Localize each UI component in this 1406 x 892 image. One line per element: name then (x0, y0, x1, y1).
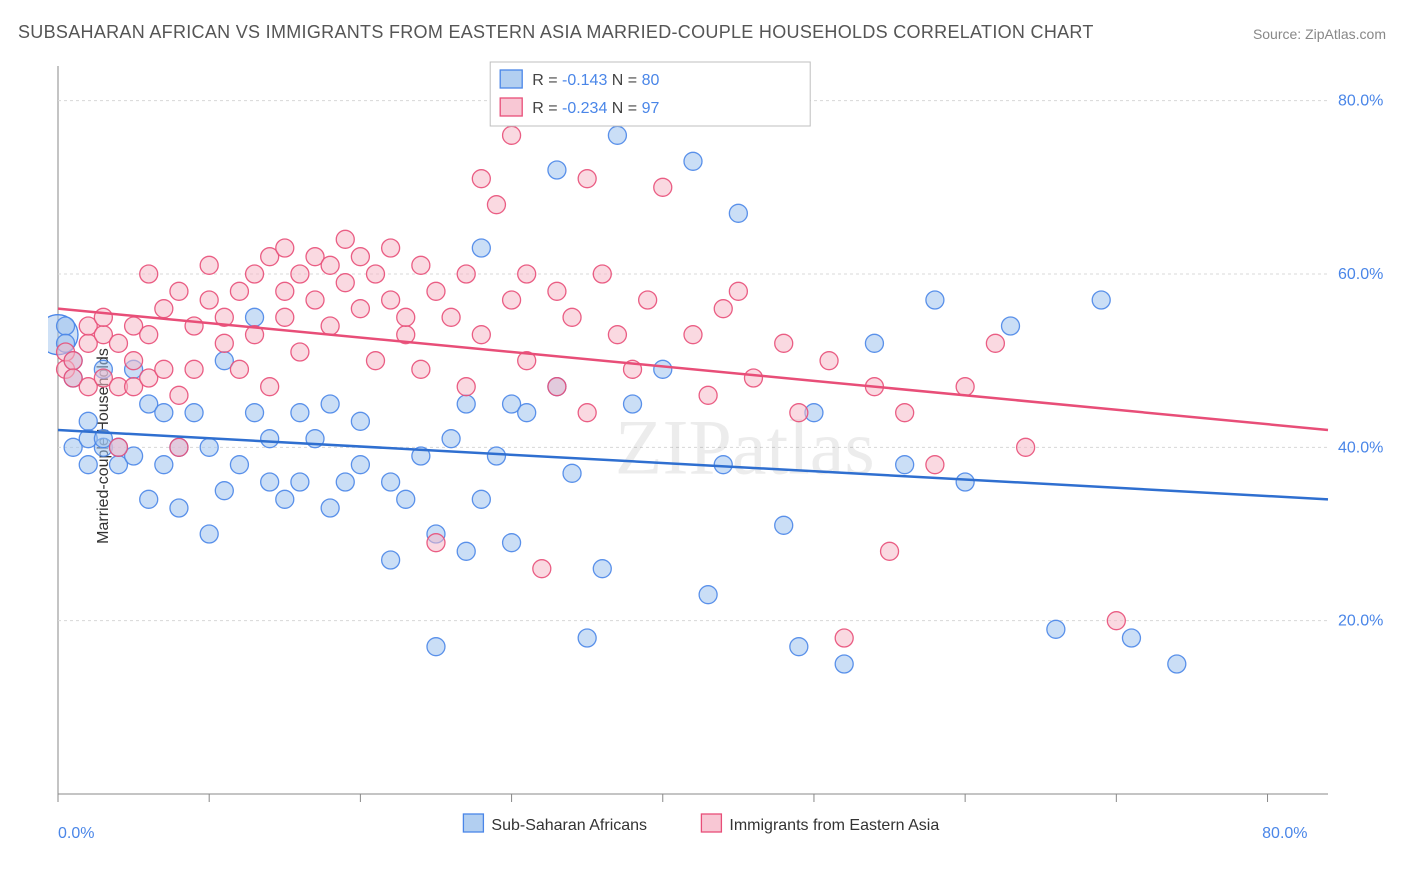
scatter-chart-svg: 20.0% 40.0% 60.0% 80.0% 0.0% 80.0% ZIPatlas R =… (48, 56, 1388, 844)
svg-text:R = -0.234 N = 97: R = -0.234 N = 97 (532, 100, 659, 117)
svg-text:20.0%: 20.0% (1338, 613, 1383, 630)
chart-title: SUBSAHARAN AFRICAN VS IMMIGRANTS FROM EA… (18, 22, 1094, 43)
svg-text:0.0%: 0.0% (58, 825, 94, 842)
series-pink (57, 126, 1126, 647)
svg-text:R = -0.143 N = 80: R = -0.143 N = 80 (532, 72, 659, 89)
chart-area: 20.0% 40.0% 60.0% 80.0% 0.0% 80.0% ZIPatlas R =… (48, 56, 1388, 844)
svg-text:80.0%: 80.0% (1262, 825, 1307, 842)
svg-text:ZIPatlas: ZIPatlas (615, 404, 875, 491)
svg-text:Sub-Saharan Africans: Sub-Saharan Africans (491, 817, 647, 834)
source-label: Source: (1253, 26, 1305, 42)
svg-text:Immigrants from Eastern Asia: Immigrants from Eastern Asia (729, 817, 939, 834)
source-link[interactable]: ZipAtlas.com (1305, 26, 1386, 42)
svg-text:80.0%: 80.0% (1338, 93, 1383, 110)
source-attribution: Source: ZipAtlas.com (1253, 26, 1386, 42)
svg-text:60.0%: 60.0% (1338, 266, 1383, 283)
svg-text:40.0%: 40.0% (1338, 439, 1383, 456)
